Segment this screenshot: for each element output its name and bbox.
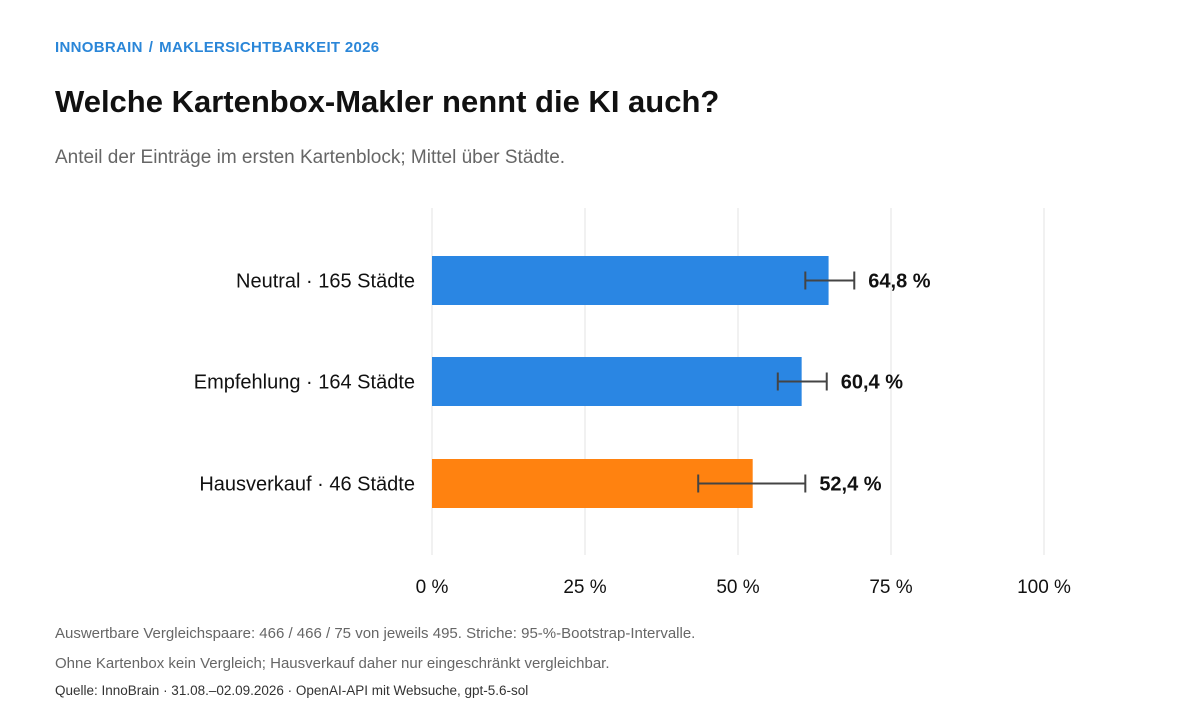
source-line: Quelle: InnoBrain · 31.08.–02.09.2026 · … xyxy=(55,683,529,698)
x-tick-label: 50 % xyxy=(716,577,759,598)
footnote-comparison-pairs: Auswertbare Vergleichspaare: 466 / 466 /… xyxy=(55,625,696,642)
data-label: 60,4 % xyxy=(841,372,903,394)
kicker-brand: INNOBRAIN xyxy=(55,39,143,56)
chart-subtitle: Anteil der Einträge im ersten Kartenbloc… xyxy=(55,147,566,168)
bar xyxy=(432,357,802,406)
footnote-limitation: Ohne Kartenbox kein Vergleich; Hausverka… xyxy=(55,655,610,672)
bar xyxy=(432,256,829,305)
labels: 0 % 25 % 50 % 75 % 100 % 64,8 % Neutral · 165 … xyxy=(194,271,1071,599)
x-tick-label: 100 % xyxy=(1017,577,1071,598)
kicker: INNOBRAIN / MAKLERSICHTBARKEIT 2026 xyxy=(55,39,379,56)
x-tick-label: 25 % xyxy=(563,577,606,598)
bars xyxy=(432,256,829,508)
kicker-section: MAKLERSICHTBARKEIT 2026 xyxy=(159,39,380,56)
kicker-separator: / xyxy=(148,39,154,56)
x-tick-label: 0 % xyxy=(416,577,449,598)
error-bars xyxy=(697,271,856,493)
x-tick-label: 75 % xyxy=(869,577,912,598)
data-label: 52,4 % xyxy=(819,474,881,496)
bar-chart: 0 % 25 % 50 % 75 % 100 % 64,8 % Neutral · 165 … xyxy=(194,208,1071,599)
data-label: 64,8 % xyxy=(868,271,930,293)
category-label: Hausverkauf · 46 Städte xyxy=(199,474,415,496)
chart-title: Welche Kartenbox-Makler nennt die KI auc… xyxy=(55,84,720,119)
category-label: Empfehlung · 164 Städte xyxy=(194,372,415,394)
category-label: Neutral · 165 Städte xyxy=(236,271,415,293)
footnotes: Auswertbare Vergleichspaare: 466 / 466 /… xyxy=(55,624,1155,700)
